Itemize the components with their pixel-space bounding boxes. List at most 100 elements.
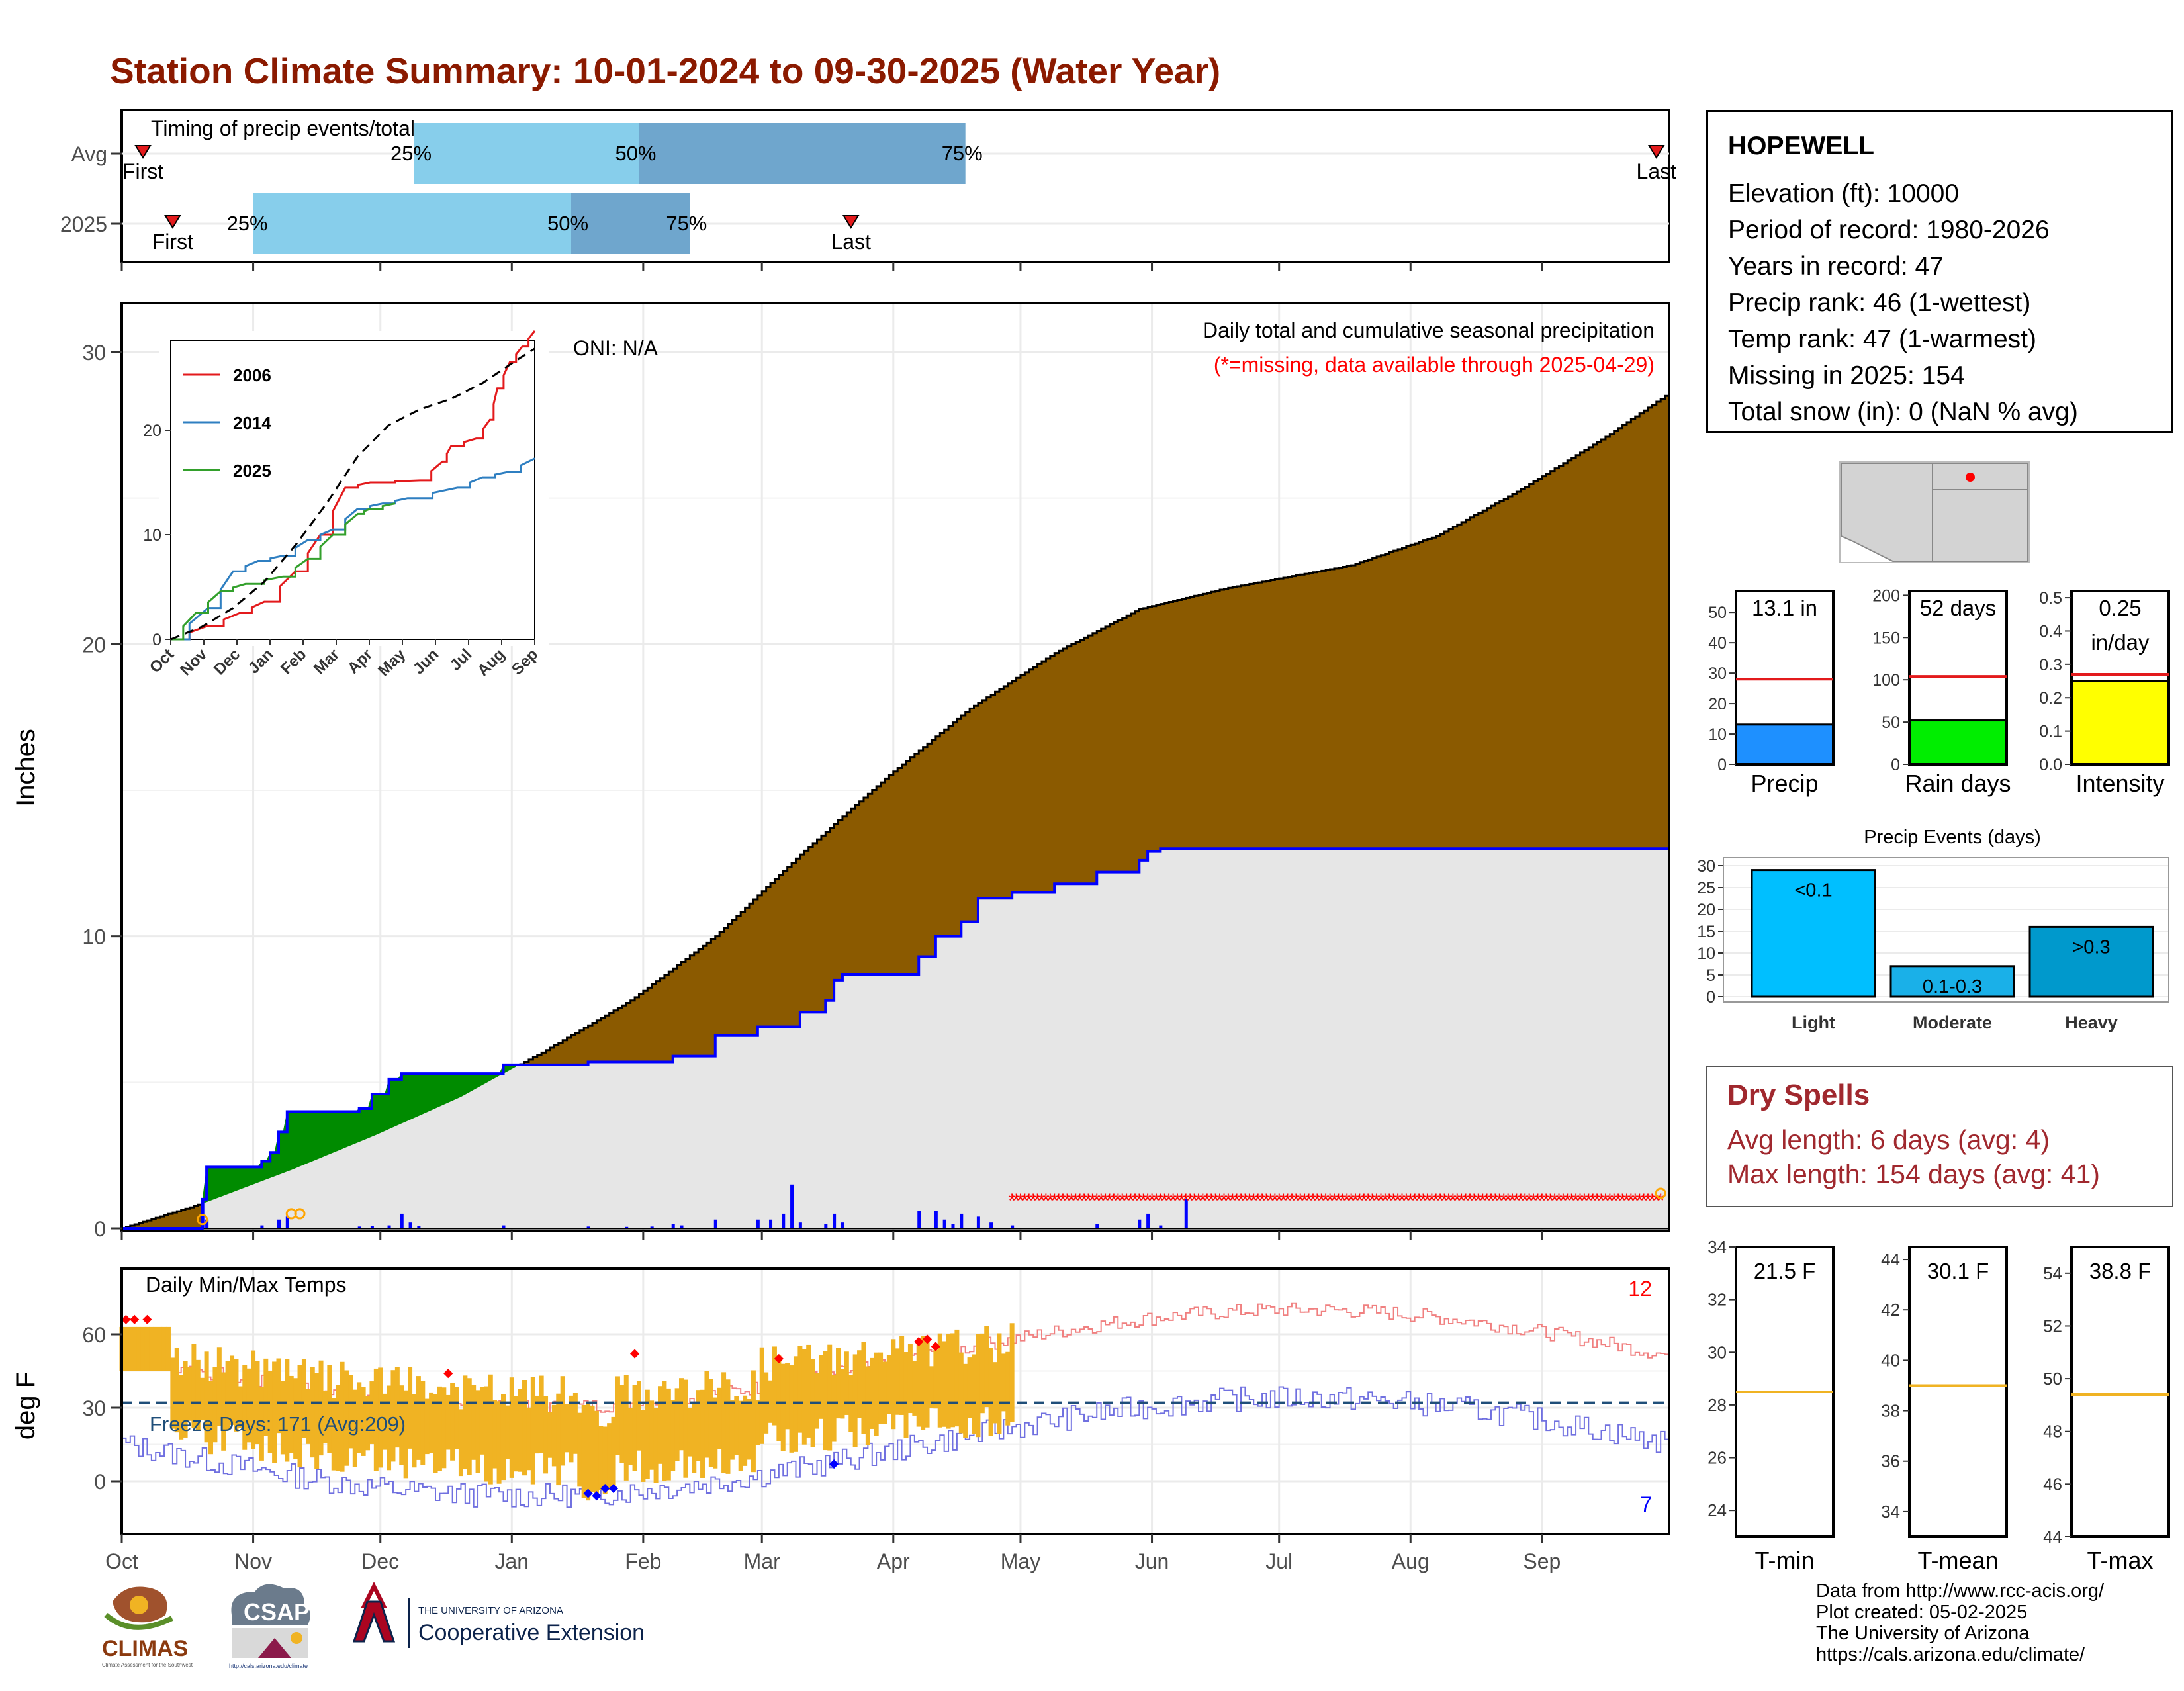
missing-marker: * [1212,1190,1220,1212]
temp-range-bar [852,1354,858,1447]
temps-x-tick-label: Jul [1265,1549,1293,1573]
temp-box-y-tick-label: 36 [1881,1451,1900,1471]
temp-range-bar [267,1371,273,1453]
missing-marker: * [1220,1190,1228,1212]
summary-y-tick-label: 200 [1872,586,1900,605]
events-y-tick-label: 5 [1706,966,1715,985]
summary-y-tick-label: 30 [1708,664,1727,683]
temp-range-bar [819,1355,824,1419]
missing-marker: * [1148,1190,1156,1212]
missing-marker: * [1406,1190,1414,1212]
daily-precip-bar [1095,1224,1099,1228]
summary-title: Rain days [1905,770,2011,797]
summary-y-tick-label: 40 [1708,634,1727,653]
temp-range-bar [921,1336,926,1430]
missing-marker: * [1475,1190,1482,1212]
credit-url: https://cals.arizona.edu/climate/ [1816,1644,2085,1665]
missing-marker: * [1169,1190,1177,1212]
temps-y-tick-label: 0 [94,1470,106,1494]
summary-y-tick-label: 50 [1708,604,1727,622]
temp-range-bar [251,1350,256,1449]
temp-range-bar [509,1377,514,1478]
station-location-marker [1966,473,1975,482]
temp-range-bar [547,1412,553,1458]
missing-marker: * [1559,1190,1567,1212]
missing-marker: * [1364,1190,1372,1212]
temp-range-bar [789,1365,794,1453]
temp-range-bar [479,1387,484,1455]
cum-2025-area [122,848,1669,1228]
summary-frame [2070,590,2170,766]
event-marker [294,1208,306,1220]
temp-range-bar [327,1365,332,1453]
summary-y-tick-label: 10 [1708,725,1727,744]
temp-range-bar [445,1394,451,1450]
temp-range-bar [225,1361,230,1430]
daily-precip-bar [917,1211,921,1228]
station-name: HOPEWELL [1728,132,1874,160]
missing-marker: * [1207,1190,1215,1212]
temp-range-bar [984,1326,989,1408]
temp-box-y-tick-label: 34 [1707,1237,1727,1257]
temp-range-bar [886,1355,891,1414]
summary-bar-Precip [1735,723,1835,766]
missing-marker: * [1504,1190,1512,1212]
inset-legend-label: 2025 [233,461,271,480]
temps-x-tick-label: Jan [495,1549,529,1573]
temp-range-bar [394,1367,400,1448]
missing-marker: * [1547,1190,1555,1212]
missing-marker: * [1144,1190,1152,1212]
inset-series-avg [170,347,535,641]
daily-precip-bar [756,1219,760,1228]
missing-marker: * [1411,1190,1419,1212]
temp-box-value: 38.8 F [2089,1259,2152,1283]
logo-strip: CLIMAS Climate Assessment for the Southw… [102,1582,645,1669]
temp-range-bar [221,1372,226,1451]
temp-range-bar [416,1376,421,1460]
missing-marker: * [1254,1190,1262,1212]
temp-range-bar [704,1371,709,1458]
temp-range-bar [369,1381,375,1444]
temp-range-bar [861,1342,866,1434]
missing-marker: * [1267,1190,1275,1212]
timing-first-label: First [152,230,193,253]
temp-range-bar [200,1377,205,1420]
missing-marker: * [1279,1190,1287,1212]
missing-marker: * [1619,1190,1627,1212]
missing-marker: * [1640,1190,1648,1212]
inset-frame [170,340,535,640]
temp-box-y-tick-label: 34 [1881,1502,1900,1522]
daily-precip-bar [942,1219,946,1228]
record-high-count: 12 [1628,1277,1652,1301]
missing-marker: * [1106,1190,1114,1212]
timing-row-label: 2025 [60,212,107,236]
missing-marker: * [1457,1190,1465,1212]
temp-range-bar [242,1365,248,1450]
daily-precip-bar [387,1225,391,1228]
temp-range-bar [581,1405,586,1498]
daily-precip-bar [285,1216,289,1228]
temp-range-bar [216,1347,222,1426]
missing-marker: * [1373,1190,1381,1212]
temp-range-bar [972,1354,977,1434]
station-snow: Total snow (in): 0 (NaN % avg) [1728,398,2078,426]
temp-range-bar [717,1387,722,1449]
temp-box-y-tick-label: 50 [2043,1369,2062,1389]
temp-range-bar [174,1348,179,1433]
temp-range-bar [505,1405,510,1459]
temp-range-bar [378,1367,383,1468]
missing-marker: * [1017,1190,1024,1212]
temp-range-bar [259,1387,264,1461]
main-chart-header: Daily total and cumulative seasonal prec… [1203,318,1655,342]
events-bar-label: >0.3 [2072,937,2110,958]
missing-marker: * [1568,1190,1576,1212]
temp-range-bar [729,1400,735,1460]
events-frame [1723,857,2169,1003]
summary-value-label: 13.1 in [1752,596,1817,620]
daily-precip-bar [769,1219,773,1228]
temp-range-bar [844,1351,849,1415]
temp-range-bar [572,1393,578,1454]
temp-range-bar [840,1369,845,1419]
temp-range-bar [895,1348,900,1415]
